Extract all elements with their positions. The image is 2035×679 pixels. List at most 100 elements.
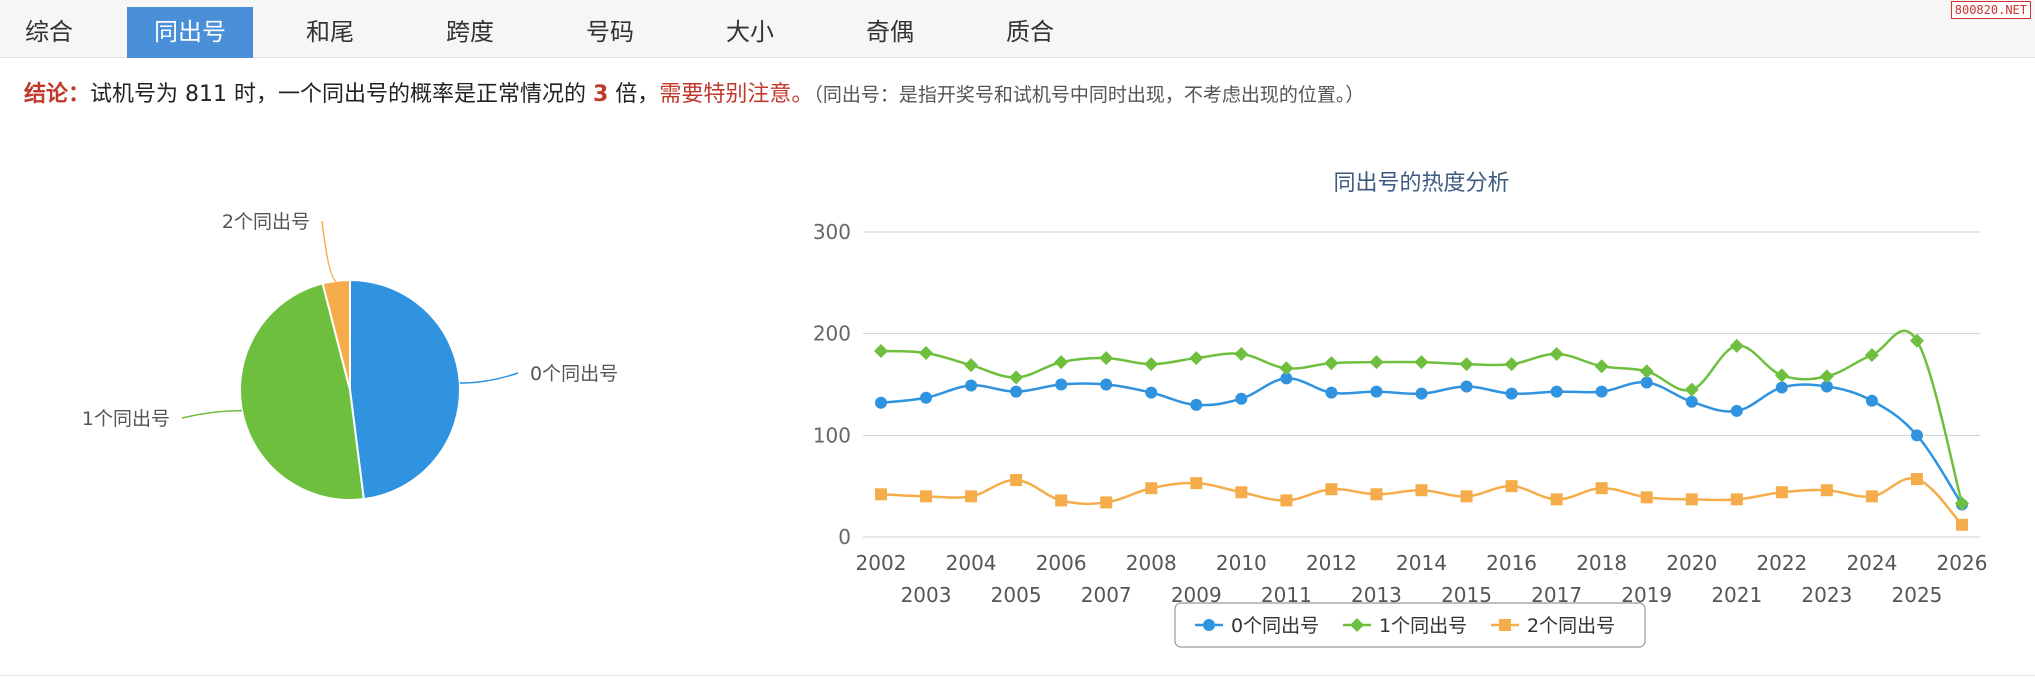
data-point xyxy=(1279,361,1294,376)
data-point xyxy=(1415,387,1428,400)
data-point xyxy=(1235,486,1248,499)
data-point xyxy=(965,490,978,503)
legend-marker xyxy=(1350,618,1364,632)
legend-item: 1个同出号 xyxy=(1379,615,1467,637)
data-point xyxy=(1055,378,1068,391)
x-tick-label: 2025 xyxy=(1892,583,1943,607)
pie-label: 0个同出号 xyxy=(530,363,618,385)
tab-odd-even[interactable]: 奇偶 xyxy=(866,18,914,46)
x-tick-label: 2002 xyxy=(856,551,907,575)
legend-marker xyxy=(1203,619,1215,631)
data-point xyxy=(1325,483,1338,496)
data-point xyxy=(1550,493,1563,506)
data-point xyxy=(1009,370,1024,385)
data-point xyxy=(1685,493,1698,506)
data-point xyxy=(1145,386,1158,399)
conclusion-text-2: 倍， xyxy=(608,82,660,107)
x-tick-label: 2003 xyxy=(901,583,952,607)
x-tick-label: 2008 xyxy=(1126,551,1177,575)
y-tick-label: 200 xyxy=(813,322,851,346)
data-point xyxy=(1684,382,1699,397)
tab-prime-composite[interactable]: 质合 xyxy=(1006,18,1054,46)
data-point xyxy=(1460,380,1473,393)
data-point xyxy=(1369,355,1384,370)
data-point xyxy=(1865,394,1878,407)
data-point xyxy=(1190,398,1203,411)
y-tick-label: 0 xyxy=(838,525,851,549)
data-point xyxy=(1594,359,1609,374)
x-tick-label: 2022 xyxy=(1756,551,1807,575)
x-tick-label: 2026 xyxy=(1937,551,1988,575)
pie-leader-line xyxy=(459,372,519,384)
data-point xyxy=(1730,404,1743,417)
y-tick-label: 100 xyxy=(813,423,851,447)
conclusion-note: （同出号：是指开奖号和试机号中同时出现，不考虑出现的位置。） xyxy=(813,84,1365,106)
data-point xyxy=(1099,351,1114,366)
pie-leader-line xyxy=(321,220,337,282)
data-point xyxy=(1415,484,1428,497)
data-point xyxy=(1325,386,1338,399)
data-point xyxy=(1100,378,1113,391)
x-tick-label: 2006 xyxy=(1036,551,1087,575)
bottom-divider xyxy=(0,675,2035,676)
data-point xyxy=(1370,488,1383,501)
x-tick-label: 2016 xyxy=(1486,551,1537,575)
x-tick-label: 2018 xyxy=(1576,551,1627,575)
data-point xyxy=(1639,364,1654,379)
data-point xyxy=(1145,482,1158,495)
pie-chart: 0个同出号 1个同出号 2个同出号 xyxy=(82,211,618,501)
data-point xyxy=(1504,357,1519,372)
data-point xyxy=(1100,496,1113,509)
data-point xyxy=(1505,480,1518,493)
pie-leader-line xyxy=(181,409,242,419)
data-point xyxy=(1775,381,1788,394)
tab-size[interactable]: 大小 xyxy=(726,18,774,46)
data-point xyxy=(874,343,888,358)
pie-slice xyxy=(349,278,461,501)
tab-same-number[interactable]: 同出号 xyxy=(127,7,253,58)
x-tick-label: 2004 xyxy=(946,551,997,575)
data-point xyxy=(1235,392,1248,405)
data-point xyxy=(1144,357,1159,372)
x-tick-label: 2023 xyxy=(1801,583,1852,607)
conclusion-label: 结论： xyxy=(24,82,91,107)
data-point xyxy=(1595,385,1608,398)
legend-item: 0个同出号 xyxy=(1231,615,1319,637)
tab-bar: 综合 同出号 和尾 跨度 号码 大小 奇偶 质合 800820.NET xyxy=(0,0,2035,58)
x-tick-label: 2024 xyxy=(1846,551,1897,575)
pie-label: 1个同出号 xyxy=(82,408,170,430)
conclusion-warning: 需要特别注意。 xyxy=(659,82,814,107)
data-point xyxy=(1910,473,1923,486)
y-tick-label: 300 xyxy=(813,220,851,244)
x-tick-label: 2014 xyxy=(1396,551,1447,575)
data-point xyxy=(1820,380,1833,393)
x-tick-label: 2012 xyxy=(1306,551,1357,575)
x-tick-label: 2021 xyxy=(1711,583,1762,607)
x-tick-label: 2020 xyxy=(1666,551,1717,575)
data-point xyxy=(1234,347,1249,361)
data-point xyxy=(1819,369,1834,384)
data-point xyxy=(919,345,934,360)
data-point xyxy=(1280,372,1293,385)
x-tick-label: 2010 xyxy=(1216,551,1267,575)
data-point xyxy=(875,488,887,501)
tab-number[interactable]: 号码 xyxy=(586,18,634,46)
data-point xyxy=(1460,490,1473,503)
data-point xyxy=(1820,484,1833,497)
tab-summary[interactable]: 综合 xyxy=(25,18,73,46)
tab-span[interactable]: 跨度 xyxy=(446,18,494,46)
data-point xyxy=(1955,496,1969,511)
data-point xyxy=(1459,357,1474,372)
conclusion-line: 结论：试机号为 811 时，一个同出号的概率是正常情况的 3 倍，需要特别注意。… xyxy=(24,76,1364,108)
chart-title: 同出号的热度分析 xyxy=(1333,171,1509,196)
tab-sum-tail[interactable]: 和尾 xyxy=(306,18,354,46)
data-point xyxy=(920,391,933,404)
data-point xyxy=(1640,491,1653,504)
conclusion-text: 试机号为 811 时，一个同出号的概率是正常情况的 xyxy=(90,82,593,107)
data-point xyxy=(875,396,887,409)
data-point xyxy=(1189,351,1204,366)
data-point xyxy=(1549,347,1564,361)
data-point xyxy=(1729,338,1744,353)
data-point xyxy=(1280,494,1293,507)
data-point xyxy=(1055,494,1068,507)
